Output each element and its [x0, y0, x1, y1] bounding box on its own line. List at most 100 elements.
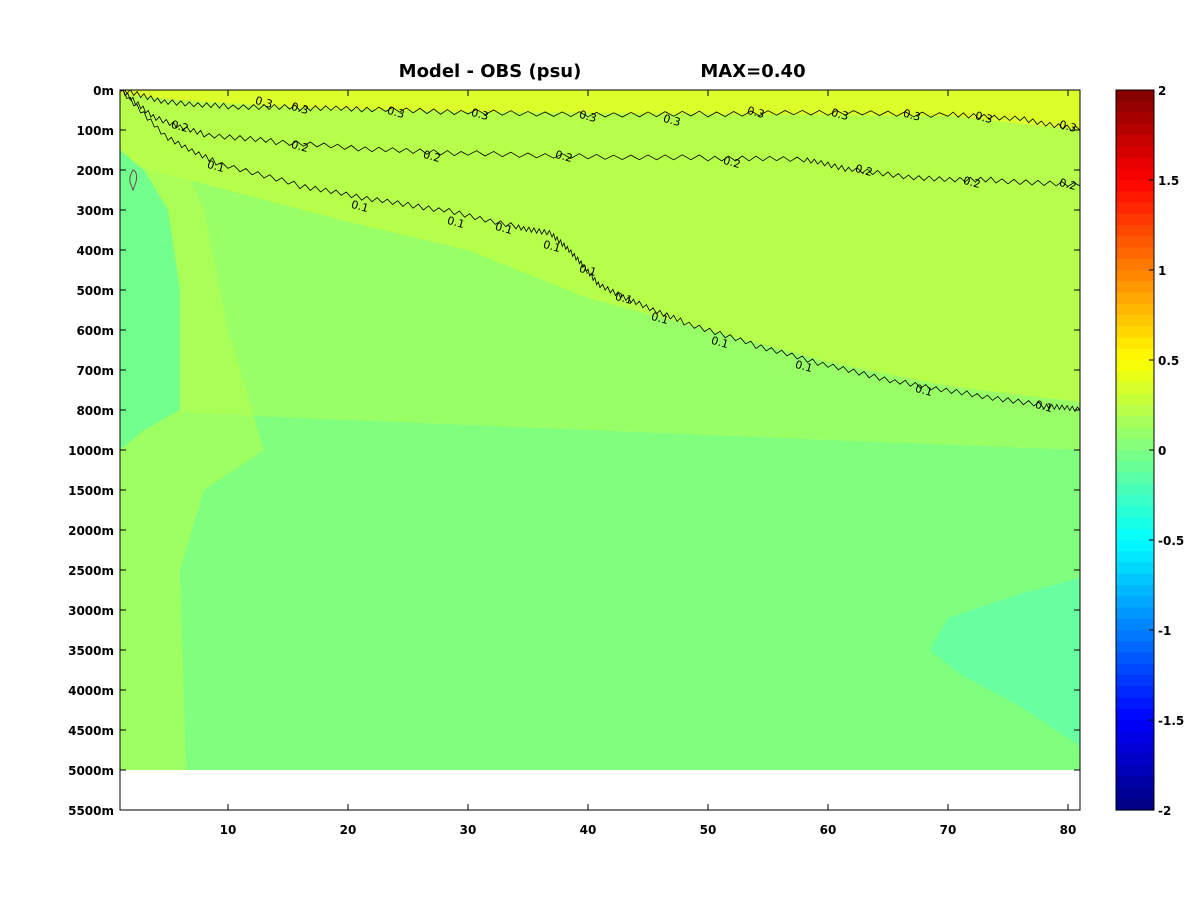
y-tick-label: 1000m: [68, 444, 114, 458]
y-tick-label: 800m: [76, 404, 114, 418]
colorbar-swatch: [1116, 123, 1154, 136]
colorbar-swatch: [1116, 506, 1154, 519]
colorbar-swatch: [1116, 101, 1154, 114]
y-tick-label: 400m: [76, 244, 114, 258]
colorbar-swatch: [1116, 112, 1154, 125]
y-tick-label: 700m: [76, 364, 114, 378]
contour-line-0.1: [120, 90, 1080, 413]
y-tick-label: 2500m: [68, 564, 114, 578]
colorbar-swatch: [1116, 303, 1154, 316]
region-deep-water: [120, 450, 1080, 770]
colorbar-tick-label: -2: [1158, 804, 1171, 818]
contour-label: 0.3: [1058, 118, 1078, 135]
contour-label: 0.3: [974, 109, 994, 126]
y-tick-label: 5000m: [68, 764, 114, 778]
x-tick-label: 60: [820, 823, 837, 837]
colorbar-tick-label: -1.5: [1158, 714, 1184, 728]
colorbar-swatch: [1116, 540, 1154, 552]
colorbar-swatch: [1116, 731, 1154, 744]
colorbar-swatch: [1116, 281, 1154, 294]
colorbar-swatch: [1116, 270, 1154, 282]
contour-label: 0.1: [494, 220, 514, 237]
contour-label: 0.3: [386, 104, 406, 121]
colorbar-tick-label: 0.5: [1158, 354, 1179, 368]
colorbar-swatch: [1116, 438, 1154, 451]
colorbar-swatch: [1116, 348, 1154, 361]
colorbar-swatch: [1116, 798, 1154, 811]
colorbar-swatch: [1116, 405, 1154, 417]
contour-label: 0.2: [854, 162, 874, 179]
y-tick-label: 4500m: [68, 724, 114, 738]
region-transition: [120, 410, 1080, 490]
colorbar-tick-label: 1.5: [1158, 174, 1179, 188]
contour-layer: 0.3 0.3 0.3 0.3 0.3 0.3 0.3 0.3 0.3 0.3 0.3 0.2 0.2 0…: [120, 90, 1080, 415]
contour-line-0.2: [120, 90, 1080, 187]
region-thermocline: [120, 162, 1080, 450]
contour-label: 0.3: [662, 112, 682, 129]
heatmap-field: [120, 90, 1080, 770]
contour-label: 0.2: [962, 174, 982, 191]
contour-label: 0.1: [1034, 398, 1054, 415]
y-tick-label: 3000m: [68, 604, 114, 618]
x-tick-label: 30: [460, 823, 477, 837]
colorbar-swatch: [1116, 641, 1154, 654]
contour-label: 0.1: [794, 358, 814, 375]
contour-label: 0.1: [650, 310, 670, 327]
y-tick-label: 100m: [76, 124, 114, 138]
colorbar-swatch: [1116, 708, 1154, 721]
colorbar-swatch: [1116, 686, 1154, 699]
contour-label: 0.1: [914, 382, 934, 399]
contour-label: 0.1: [206, 158, 226, 175]
contour-label: 0.2: [170, 118, 190, 135]
colorbar-swatch: [1116, 90, 1154, 102]
colorbar-swatch: [1116, 776, 1154, 789]
contour-label: 0.3: [830, 106, 850, 123]
colorbar-swatch: [1116, 573, 1154, 586]
colorbar-swatch: [1116, 382, 1154, 395]
colorbar-swatch: [1116, 236, 1154, 249]
colorbar-swatch: [1116, 416, 1154, 429]
region-western-teal: [120, 150, 180, 450]
y-axis: 0m 100m 200m 300m 400m 500m 600m 700m 800m 1000m 1…: [68, 84, 1080, 818]
y-tick-label: 1500m: [68, 484, 114, 498]
y-tick-label: 600m: [76, 324, 114, 338]
contour-label: 0.3: [578, 108, 598, 125]
colorbar-swatch: [1116, 326, 1154, 339]
contour-label: 0.2: [554, 148, 574, 165]
y-tick-label: 300m: [76, 204, 114, 218]
colorbar-swatch: [1116, 360, 1154, 372]
colorbar-tick-label: 1: [1158, 264, 1166, 278]
x-axis: 10 20 30 40 50 60 70 80: [220, 90, 1076, 837]
y-tick-label: 4000m: [68, 684, 114, 698]
colorbar-swatch: [1116, 607, 1154, 620]
x-tick-label: 20: [340, 823, 357, 837]
region-eastern-patch: [930, 578, 1080, 746]
colorbar-swatch: [1116, 393, 1154, 406]
colorbar-swatch: [1116, 202, 1154, 215]
colorbar-swatch: [1116, 675, 1154, 687]
colorbar-swatch: [1116, 585, 1154, 597]
colorbar-swatch: [1116, 765, 1154, 777]
chart-subtitle: MAX=0.40: [700, 61, 805, 82]
contour-label: 0.3: [290, 100, 310, 117]
contour-label: 0.2: [422, 148, 442, 165]
x-tick-label: 70: [940, 823, 957, 837]
colorbar-swatch: [1116, 146, 1154, 159]
contour-label: 0.1: [350, 198, 370, 215]
region-surface-band: [120, 90, 1080, 130]
colorbar-swatch: [1116, 157, 1154, 170]
colorbar-swatch: [1116, 191, 1154, 204]
contour-label: 0.2: [722, 154, 742, 171]
colorbar-swatch: [1116, 663, 1154, 676]
x-tick-label: 40: [580, 823, 597, 837]
colorbar-swatch: [1116, 483, 1154, 496]
colorbar-swatch: [1116, 472, 1154, 485]
colorbar: 2 1.5 1 0.5 0 -0.5 -1 -1.5 -2: [1115, 84, 1184, 818]
y-tick-label: 3500m: [68, 644, 114, 658]
colorbar-swatch: [1116, 337, 1154, 350]
colorbar-swatch: [1116, 742, 1154, 755]
colorbar-tick-label: 2: [1158, 84, 1166, 98]
contour-line-0.3: [120, 90, 1080, 132]
contour-label: 0.2: [1058, 176, 1078, 193]
